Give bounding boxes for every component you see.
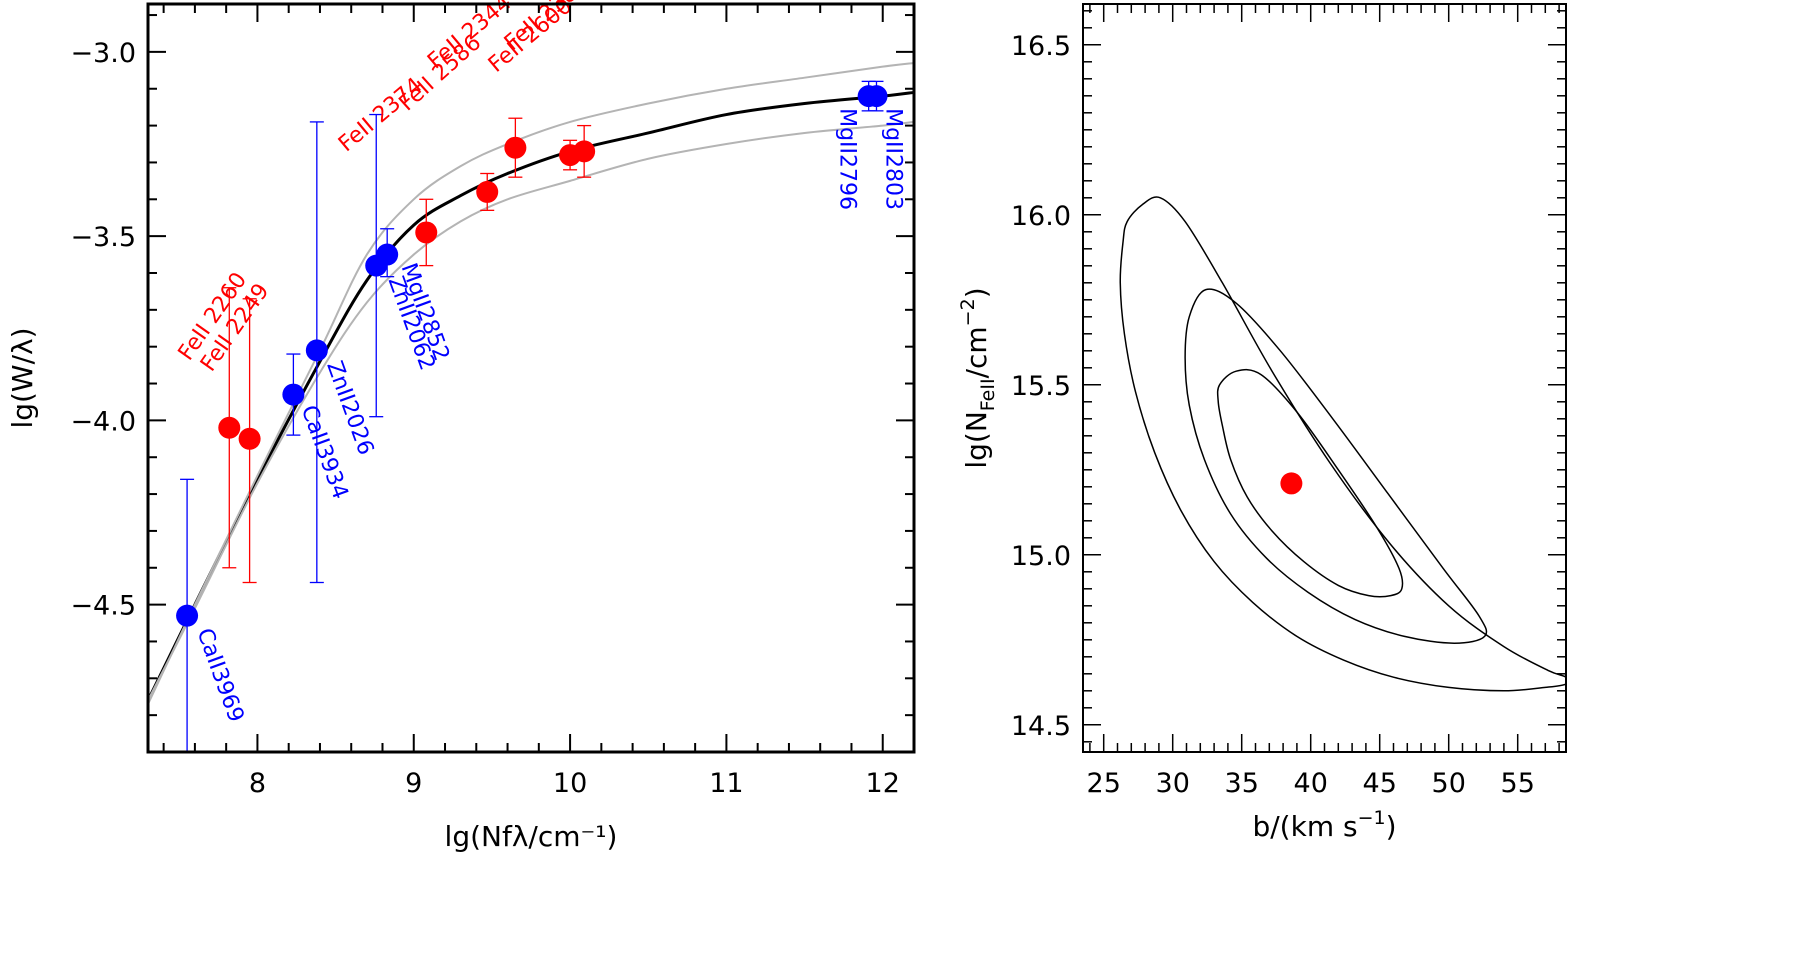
x-tick-label: 10 xyxy=(553,768,587,799)
contour-inner xyxy=(1216,368,1404,598)
right-best-fit xyxy=(1280,472,1303,495)
right-plot-frame xyxy=(1082,3,1567,753)
left-curves xyxy=(146,61,915,705)
data-point xyxy=(218,416,241,439)
right-y-title-sup: −2 xyxy=(957,298,979,326)
x-tick-label: 9 xyxy=(405,768,422,799)
right-y-title-end: ) xyxy=(960,287,993,298)
data-point xyxy=(573,140,596,163)
y-tick-label: 16.5 xyxy=(1011,31,1071,62)
data-point xyxy=(865,85,888,108)
x-tick-label: 45 xyxy=(1363,768,1397,799)
point-label: MgII2803 xyxy=(880,108,905,210)
y-tick-label: 16.0 xyxy=(1011,201,1071,232)
data-point xyxy=(504,136,527,159)
right-x-axis-title: b/(km s−1) xyxy=(1252,807,1396,843)
best-fit-point xyxy=(1280,472,1303,495)
best-fit-curve xyxy=(146,90,915,702)
data-point xyxy=(415,221,438,244)
left-ticks: 8 9 10 11 12 −4.5 −4.0 −3.5 −3.0 xyxy=(70,4,915,799)
contour-outer xyxy=(1119,196,1566,692)
y-tick-label: −3.5 xyxy=(70,222,136,253)
x-tick-label: 55 xyxy=(1501,768,1535,799)
right-x-title-base: b/(km s xyxy=(1252,810,1357,843)
left-plot-frame xyxy=(146,2,916,754)
right-y-title-mid: /cm xyxy=(960,326,993,378)
x-tick-label: 25 xyxy=(1087,768,1121,799)
x-tick-label: 50 xyxy=(1432,768,1466,799)
y-tick-label: 15.0 xyxy=(1011,541,1071,572)
y-tick-label: 14.5 xyxy=(1011,711,1071,742)
right-x-title-end: ) xyxy=(1386,810,1397,843)
x-tick-label: 11 xyxy=(709,768,743,799)
point-label: MgII2796 xyxy=(835,108,860,210)
data-point xyxy=(282,383,305,406)
x-tick-label: 30 xyxy=(1156,768,1190,799)
bound-curve-1 xyxy=(147,61,915,705)
x-tick-label: 35 xyxy=(1225,768,1259,799)
right-y-axis-title: lg(NFeII/cm−2) xyxy=(957,287,999,468)
y-tick-label: −3.0 xyxy=(70,38,136,69)
point-label: CaII3969 xyxy=(191,625,248,725)
left-y-axis-title: lg(W/λ) xyxy=(6,327,39,428)
left-x-axis-title: lg(Nfλ/cm⁻¹) xyxy=(445,820,618,853)
x-tick-label: 40 xyxy=(1294,768,1328,799)
x-tick-label: 8 xyxy=(249,768,266,799)
data-point xyxy=(476,180,499,203)
right-y-title-base: lg(N xyxy=(960,411,993,468)
data-point xyxy=(238,427,261,450)
left-data-points xyxy=(176,85,888,627)
contour-lines xyxy=(1119,196,1566,692)
right-y-title-sub: FeII xyxy=(977,378,999,411)
data-point xyxy=(176,604,199,627)
bound-curve-2 xyxy=(147,120,915,701)
data-point xyxy=(305,339,328,362)
contour-middle xyxy=(1184,288,1488,644)
data-point xyxy=(376,243,399,266)
right-x-title-sup: −1 xyxy=(1358,807,1386,829)
y-tick-label: 15.5 xyxy=(1011,371,1071,402)
left-error-bars xyxy=(180,80,884,753)
right-contours xyxy=(1119,196,1566,692)
contour-panel: 25 30 35 40 45 50 55 14.5 15.0 15.5 16.0 16.5 b/(km… xyxy=(957,3,1567,843)
y-tick-label: −4.0 xyxy=(70,406,136,437)
x-tick-label: 12 xyxy=(866,768,900,799)
right-ticks: 25 30 35 40 45 50 55 14.5 15.0 15.5 16.0 16.5 xyxy=(1011,4,1566,799)
y-tick-label: −4.5 xyxy=(70,591,136,622)
